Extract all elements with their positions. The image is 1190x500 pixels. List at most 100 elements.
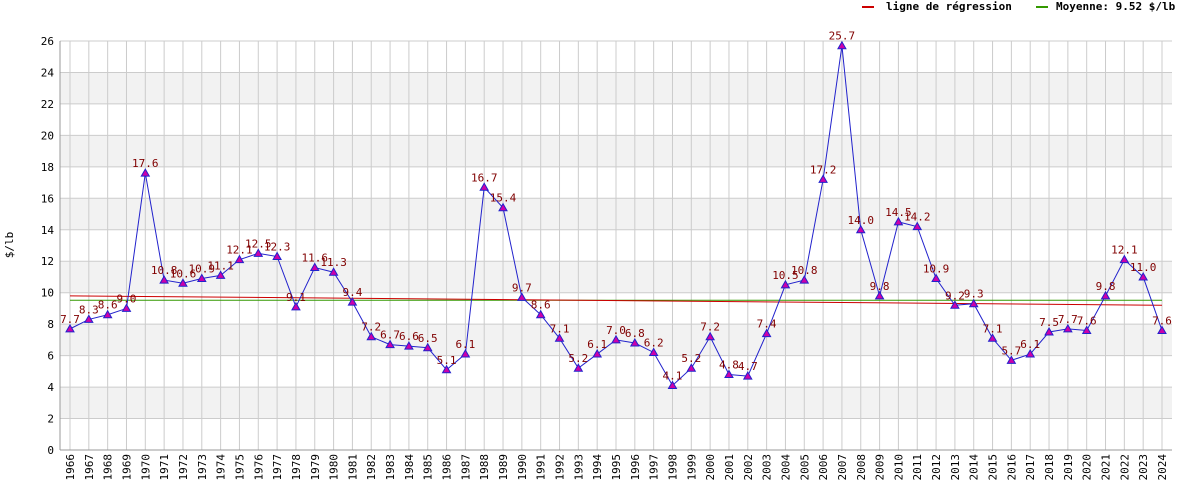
data-label: 10.6 xyxy=(170,267,197,280)
x-tick-label: 2019 xyxy=(1062,454,1075,481)
data-label: 14.5 xyxy=(885,206,912,219)
data-label: 14.2 xyxy=(904,211,931,224)
y-tick-label: 26 xyxy=(41,35,54,48)
x-tick-label: 1984 xyxy=(403,454,416,481)
x-tick-label: 2007 xyxy=(836,454,849,481)
data-point xyxy=(83,314,94,323)
x-tick-label: 1969 xyxy=(120,454,133,481)
data-label: 10.5 xyxy=(772,269,799,282)
data-label: 8.6 xyxy=(531,299,551,312)
x-tick-label: 2004 xyxy=(779,454,792,481)
data-point xyxy=(611,334,621,344)
data-label: 16.7 xyxy=(471,171,498,184)
x-tick-label: 1972 xyxy=(177,454,190,481)
data-label: 9.2 xyxy=(945,289,965,302)
data-point xyxy=(1119,254,1130,264)
data-label: 6.6 xyxy=(399,330,419,343)
data-label: 4.1 xyxy=(663,370,683,383)
x-tick-label: 2018 xyxy=(1043,454,1056,481)
data-point xyxy=(780,279,791,289)
data-label: 25.7 xyxy=(829,30,856,43)
data-point xyxy=(385,339,395,349)
data-point xyxy=(1157,325,1167,334)
data-point xyxy=(592,349,603,358)
data-label: 7.2 xyxy=(700,321,720,334)
data-point xyxy=(234,254,245,264)
x-tick-label: 1975 xyxy=(233,454,246,481)
data-point xyxy=(686,363,697,372)
data-label: 8.3 xyxy=(79,303,99,316)
data-point xyxy=(1006,355,1017,364)
y-tick-label: 8 xyxy=(47,318,54,331)
data-point xyxy=(1044,327,1054,336)
x-tick-label: 1978 xyxy=(290,454,303,481)
x-tick-label: 1983 xyxy=(384,454,397,481)
data-point xyxy=(554,333,565,342)
data-label: 7.2 xyxy=(361,321,381,334)
x-tick-label: 1974 xyxy=(215,454,228,481)
data-point xyxy=(742,371,753,380)
x-tick-label: 1985 xyxy=(422,454,435,481)
y-tick-label: 12 xyxy=(41,255,54,268)
x-tick-label: 1993 xyxy=(572,454,585,481)
data-label: 9.8 xyxy=(870,280,890,293)
data-label: 5.1 xyxy=(437,354,457,367)
data-label: 6.1 xyxy=(587,338,607,351)
data-point xyxy=(931,273,941,283)
data-label: 12.1 xyxy=(226,244,253,257)
data-point xyxy=(799,275,810,284)
y-tick-label: 18 xyxy=(41,161,54,174)
data-label: 6.5 xyxy=(418,332,438,345)
x-tick-label: 1990 xyxy=(516,454,529,481)
data-label: 12.3 xyxy=(264,241,291,254)
x-tick-label: 1998 xyxy=(666,454,679,481)
data-label: 7.5 xyxy=(1039,316,1059,329)
data-point xyxy=(912,221,923,231)
x-tick-label: 1976 xyxy=(252,454,265,481)
x-tick-label: 1996 xyxy=(629,454,642,481)
y-tick-label: 24 xyxy=(41,66,55,79)
x-tick-label: 1999 xyxy=(685,454,698,481)
data-point xyxy=(460,349,471,358)
data-label: 9.4 xyxy=(342,286,362,299)
data-point xyxy=(159,275,169,284)
x-tick-label: 2008 xyxy=(855,454,868,481)
y-tick-label: 6 xyxy=(47,350,54,363)
x-tick-label: 1986 xyxy=(441,454,454,481)
data-point xyxy=(648,347,659,356)
x-tick-label: 1982 xyxy=(365,454,378,481)
x-tick-label: 1977 xyxy=(271,454,284,481)
x-tick-label: 2003 xyxy=(761,454,774,481)
data-point xyxy=(1025,349,1036,358)
x-tick-label: 1995 xyxy=(610,454,623,481)
data-point xyxy=(102,309,113,319)
x-tick-label: 2023 xyxy=(1137,454,1150,481)
data-point xyxy=(667,380,678,390)
data-point xyxy=(1138,271,1149,281)
data-point xyxy=(291,301,301,311)
x-tick-label: 1979 xyxy=(309,454,322,481)
data-label: 9.0 xyxy=(117,292,137,305)
x-tick-label: 1981 xyxy=(346,454,359,481)
data-point xyxy=(705,331,715,341)
data-point xyxy=(366,331,377,341)
data-point xyxy=(855,224,866,234)
data-label: 6.7 xyxy=(380,329,400,342)
data-label: 7.6 xyxy=(1152,314,1172,327)
x-tick-label: 1967 xyxy=(83,454,96,481)
data-label: 14.0 xyxy=(848,214,875,227)
x-tick-label: 2001 xyxy=(723,454,736,481)
x-tick-label: 2016 xyxy=(1005,454,1018,481)
data-point xyxy=(1100,290,1111,300)
regression-line xyxy=(69,295,1163,306)
data-label: 12.1 xyxy=(1111,244,1138,257)
y-tick-label: 10 xyxy=(41,287,54,300)
data-label: 6.1 xyxy=(1020,338,1040,351)
x-tick-label: 1994 xyxy=(591,454,604,481)
data-label: 10.8 xyxy=(791,264,818,277)
data-label: 5.2 xyxy=(681,352,701,365)
x-tick-label: 1992 xyxy=(554,454,567,481)
data-label: 11.6 xyxy=(302,252,329,265)
x-tick-label: 2005 xyxy=(798,454,811,481)
